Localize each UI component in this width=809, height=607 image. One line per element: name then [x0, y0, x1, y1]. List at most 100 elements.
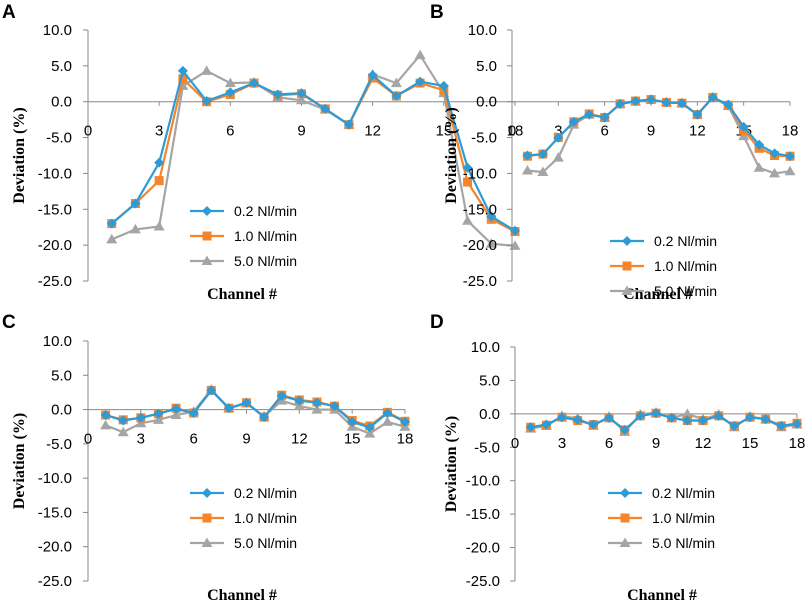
data-point	[135, 412, 146, 423]
series-line	[105, 388, 406, 435]
y-tick-label: 10.0	[43, 22, 72, 39]
legend-label: 0.2 Nl/min	[652, 485, 715, 501]
y-tick-label: -5.0	[471, 130, 497, 147]
y-tick-label: 0.0	[479, 406, 500, 423]
data-point	[320, 103, 331, 114]
data-point	[541, 419, 552, 430]
panel-letter: C	[2, 312, 16, 333]
legend-marker	[619, 537, 631, 547]
data-point	[100, 419, 112, 430]
data-point	[100, 410, 111, 421]
y-axis-title: Deviation (%)	[443, 107, 460, 203]
data-point	[201, 95, 212, 106]
series-line	[530, 412, 798, 432]
y-tick-label: 0.0	[51, 94, 72, 111]
x-tick-label: 15	[742, 435, 759, 452]
data-point	[486, 211, 497, 222]
y-tick-label: 10.0	[43, 333, 72, 350]
x-tick-label: 18	[789, 435, 806, 452]
data-point	[129, 223, 141, 234]
legend-label: 0.2 Nl/min	[234, 485, 297, 501]
legend-label: 5.0 Nl/min	[652, 535, 715, 551]
data-point	[223, 403, 234, 414]
legend-marker	[202, 488, 212, 498]
y-tick-label: -25.0	[466, 573, 500, 590]
data-point	[391, 90, 402, 101]
data-point	[390, 77, 402, 88]
x-tick-label: 12	[364, 123, 381, 140]
x-tick-label: 12	[689, 123, 706, 140]
data-point	[259, 412, 270, 423]
data-point	[347, 416, 358, 427]
y-tick-label: -20.0	[463, 237, 497, 254]
data-point	[343, 119, 354, 130]
data-point	[707, 92, 718, 103]
y-axis-title: Deviation (%)	[443, 416, 460, 512]
x-tick-label: 3	[155, 123, 163, 140]
data-point	[130, 198, 141, 209]
series-line	[111, 53, 516, 247]
data-point	[188, 408, 199, 418]
data-point	[201, 65, 213, 75]
y-tick-label: -25.0	[38, 273, 72, 290]
data-point	[729, 420, 740, 431]
x-tick-label: 12	[695, 435, 712, 452]
data-point	[400, 416, 410, 427]
y-tick-label: -10.0	[38, 470, 72, 487]
y-tick-label: -20.0	[38, 237, 72, 254]
data-point	[106, 218, 117, 229]
data-point	[117, 426, 129, 437]
legend-marker	[622, 236, 632, 246]
data-point	[599, 112, 610, 123]
data-point	[738, 130, 750, 141]
data-point	[738, 121, 749, 132]
y-tick-label: 10.0	[471, 339, 500, 356]
data-point	[154, 176, 164, 186]
data-point	[646, 94, 656, 105]
data-point	[225, 87, 236, 98]
legend-label: 5.0 Nl/min	[654, 283, 717, 299]
data-point	[651, 408, 661, 419]
panel-letter: B	[430, 2, 444, 23]
legend-label: 0.2 Nl/min	[234, 203, 297, 219]
legend-marker	[620, 488, 630, 498]
x-tick-label: 0	[84, 123, 92, 140]
data-point	[311, 397, 322, 408]
legend-label: 0.2 Nl/min	[654, 233, 717, 249]
data-point	[753, 162, 765, 172]
legend-label: 1.0 Nl/min	[654, 258, 717, 274]
y-tick-label: -10.0	[463, 165, 497, 182]
data-point	[463, 177, 473, 187]
x-tick-label: 3	[558, 435, 566, 452]
series-line	[527, 96, 791, 158]
data-point	[414, 49, 426, 60]
data-point	[224, 77, 236, 88]
x-tick-label: 15	[435, 123, 452, 140]
x-tick-label: 18	[782, 123, 799, 140]
legend-label: 5.0 Nl/min	[234, 253, 297, 269]
legend-marker	[201, 537, 213, 547]
data-point	[522, 150, 533, 161]
x-tick-label: 9	[297, 123, 305, 140]
data-point	[170, 409, 182, 420]
data-point	[241, 397, 252, 408]
y-tick-label: 5.0	[51, 58, 72, 75]
data-point	[584, 109, 595, 120]
x-tick-label: 18	[397, 431, 414, 448]
legend-label: 1.0 Nl/min	[234, 510, 297, 526]
x-axis-title: Channel #	[627, 587, 697, 604]
legend-label: 1.0 Nl/min	[234, 228, 297, 244]
x-tick-label: 0	[508, 123, 516, 140]
x-tick-label: 18	[507, 123, 524, 140]
data-point	[364, 428, 376, 438]
data-point	[666, 412, 677, 423]
legend-label: 1.0 Nl/min	[652, 510, 715, 526]
chart-panel-c: C 10.0 5.0 0.0 -5.0 -10.0 -15.0 -20.0 -25.0 0 3 6 9 1…	[2, 312, 413, 604]
y-tick-label: -5.0	[46, 436, 72, 453]
legend-marker	[621, 285, 633, 295]
y-tick-label: -5.0	[474, 439, 500, 456]
y-tick-label: -15.0	[38, 201, 72, 218]
chart-panel-b: B 10.0 5.0 0.0 -5.0 -10.0 -15.0 -20.0 -25.0 0 3 6 9 1…	[430, 2, 798, 303]
data-point	[661, 97, 672, 108]
data-point	[249, 78, 260, 89]
